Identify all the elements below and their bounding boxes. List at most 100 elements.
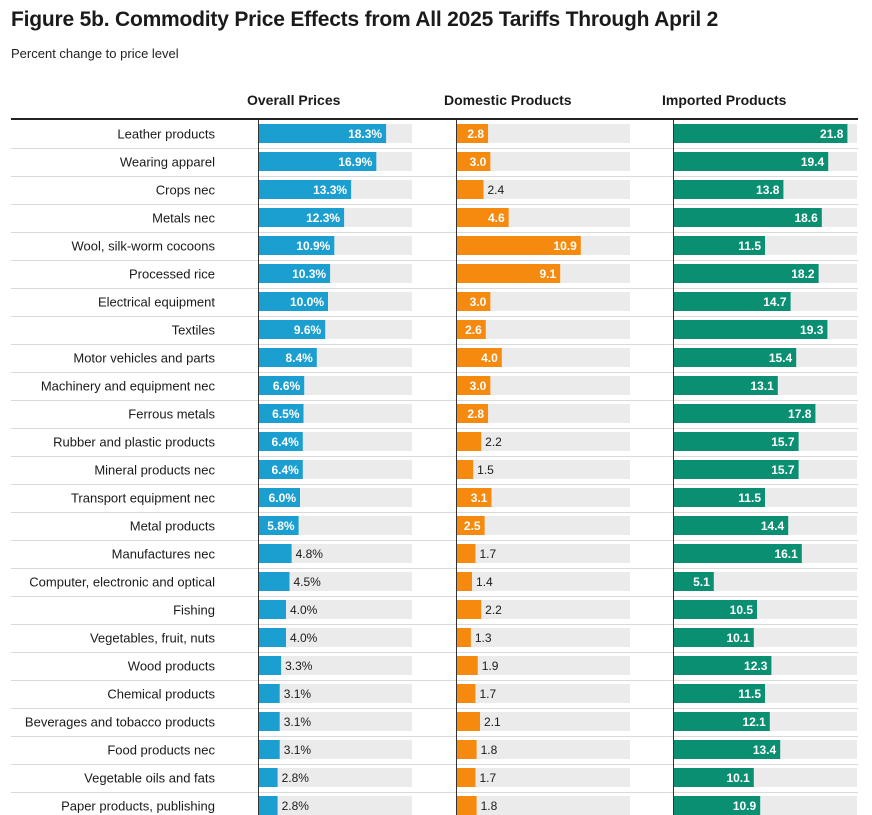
category-label: Crops nec [156, 183, 216, 198]
data-label: 2.8% [282, 771, 310, 785]
bar [456, 740, 477, 759]
bar-track [258, 768, 412, 787]
data-label: 12.1 [742, 715, 766, 729]
bar [258, 516, 299, 535]
bar [258, 348, 317, 367]
data-label: 16.1 [774, 547, 798, 561]
category-label: Beverages and tobacco products [25, 715, 216, 730]
bar [258, 684, 280, 703]
data-label: 9.1 [539, 267, 556, 281]
category-label: Fishing [173, 603, 215, 618]
data-label: 4.0% [290, 631, 318, 645]
data-label: 9.6% [294, 323, 322, 337]
data-label: 12.3% [306, 211, 340, 225]
data-label: 1.8 [481, 799, 498, 813]
bar-track [456, 628, 630, 647]
data-label: 10.9% [296, 239, 330, 253]
bar-track [456, 684, 630, 703]
bar [673, 572, 714, 591]
data-label: 10.1 [726, 631, 750, 645]
data-label: 4.6 [488, 211, 505, 225]
data-label: 4.0 [481, 351, 498, 365]
category-label: Vegetable oils and fats [84, 771, 215, 786]
bar-track [258, 600, 412, 619]
bar [258, 544, 292, 563]
data-label: 16.9% [338, 155, 372, 169]
data-label: 2.5 [464, 519, 481, 533]
bar [673, 684, 765, 703]
column-header-overall-prices: Overall Prices [247, 92, 341, 108]
data-label: 1.9 [482, 659, 499, 673]
category-label: Textiles [172, 323, 216, 338]
category-label: Ferrous metals [128, 407, 215, 422]
bar [456, 712, 481, 731]
bar-track [673, 572, 857, 591]
bar [456, 544, 476, 563]
data-label: 11.5 [738, 687, 761, 701]
bar-track [456, 404, 630, 423]
bar [258, 320, 326, 339]
category-label: Metals nec [152, 211, 215, 226]
bar [258, 488, 300, 507]
data-label: 3.1% [284, 687, 312, 701]
bar-track [456, 544, 630, 563]
category-label: Rubber and plastic products [53, 435, 215, 450]
data-label: 12.3 [744, 659, 768, 673]
bar-track [456, 320, 630, 339]
data-label: 2.2 [485, 603, 502, 617]
bar [258, 376, 305, 395]
bar-track [456, 656, 630, 675]
bar-track [456, 740, 630, 759]
bar [258, 292, 328, 311]
category-label: Chemical products [107, 687, 215, 702]
data-label: 13.4 [753, 743, 777, 757]
bar [258, 236, 335, 255]
bar-track [258, 684, 412, 703]
data-label: 6.4% [271, 435, 299, 449]
data-label: 13.8 [756, 183, 780, 197]
bar [456, 460, 474, 479]
bar [673, 712, 770, 731]
bar [456, 600, 482, 619]
category-label: Wool, silk-worm cocoons [71, 239, 215, 254]
data-label: 2.1 [484, 715, 501, 729]
data-label: 13.3% [313, 183, 347, 197]
bar [456, 516, 485, 535]
bar [456, 124, 489, 143]
category-label: Electrical equipment [98, 295, 215, 310]
bar [673, 768, 754, 787]
data-label: 1.3 [475, 631, 492, 645]
bar [258, 264, 331, 283]
bar [456, 684, 476, 703]
data-label: 3.0 [470, 295, 487, 309]
bar [456, 404, 489, 423]
data-label: 17.8 [788, 407, 812, 421]
data-label: 6.4% [271, 463, 299, 477]
bar-track [456, 292, 630, 311]
data-label: 6.0% [269, 491, 297, 505]
data-label: 3.1% [284, 743, 312, 757]
bar [456, 768, 476, 787]
bar [673, 152, 829, 171]
data-label: 13.1 [750, 379, 774, 393]
data-label: 5.8% [267, 519, 295, 533]
bar [456, 488, 492, 507]
bar [673, 264, 819, 283]
bar-track [258, 544, 412, 563]
category-label: Vegetables, fruit, nuts [90, 631, 216, 646]
category-label: Computer, electronic and optical [29, 575, 215, 590]
data-label: 10.3% [292, 267, 326, 281]
data-label: 1.7 [479, 547, 496, 561]
data-label: 19.3 [800, 323, 824, 337]
data-label: 3.1 [471, 491, 488, 505]
bar [673, 348, 797, 367]
bar [258, 124, 387, 143]
bar-track [456, 432, 630, 451]
category-label: Processed rice [129, 267, 215, 282]
data-label: 1.4 [476, 575, 493, 589]
data-label: 2.6 [465, 323, 482, 337]
data-label: 18.6 [794, 211, 818, 225]
bar [673, 320, 828, 339]
bar [258, 600, 286, 619]
bar [673, 432, 799, 451]
